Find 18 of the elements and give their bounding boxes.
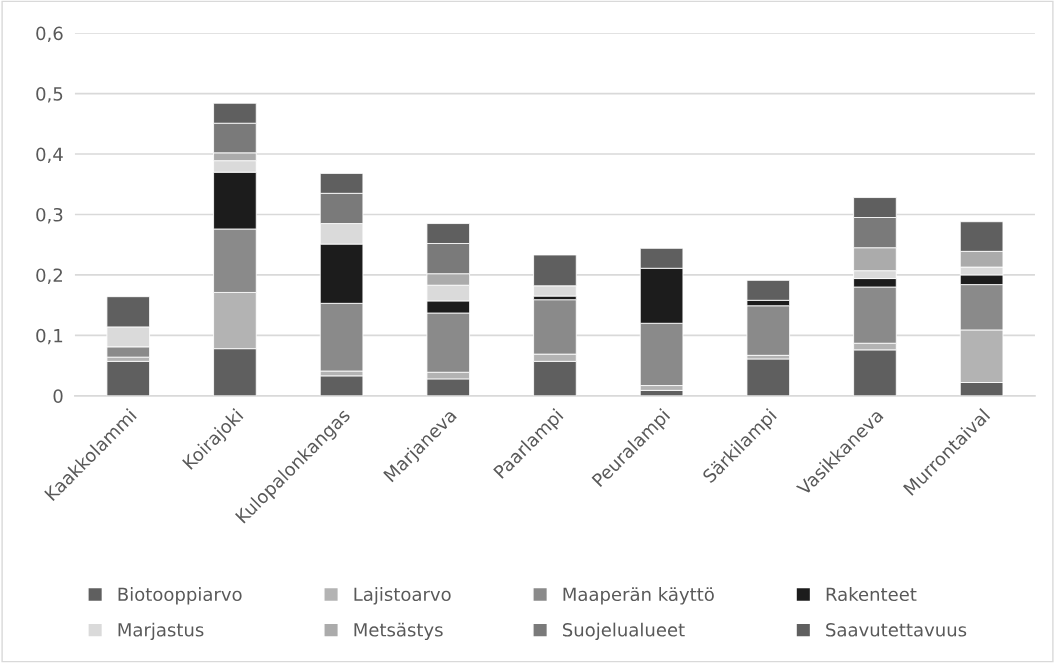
bar xyxy=(746,358,791,396)
legend-label: Marjastus xyxy=(118,622,204,641)
y-tick-label: 0,3 xyxy=(36,207,63,224)
legend-label: Rakenteet xyxy=(826,587,917,602)
y-tick-label: 0 xyxy=(53,389,63,403)
y-tick-label: 0,4 xyxy=(36,147,63,163)
legend-label: Saavutettavuus xyxy=(826,622,967,637)
bar xyxy=(746,305,791,356)
y-tick-label: 0,2 xyxy=(36,268,62,284)
y-tick-label: 0,1 xyxy=(36,328,63,345)
legend-label: Biotooppiarvo xyxy=(118,587,242,605)
bar xyxy=(106,360,150,396)
legend-label: Maaperän käyttö xyxy=(563,587,714,605)
y-tick-label: 0,6 xyxy=(36,26,63,43)
legend-label: Suojelualueet xyxy=(562,622,685,641)
legend-label: Metsästys xyxy=(354,622,443,641)
y-tick-label: 0,5 xyxy=(36,87,63,103)
legend-label: Lajistoarvo xyxy=(354,587,451,605)
